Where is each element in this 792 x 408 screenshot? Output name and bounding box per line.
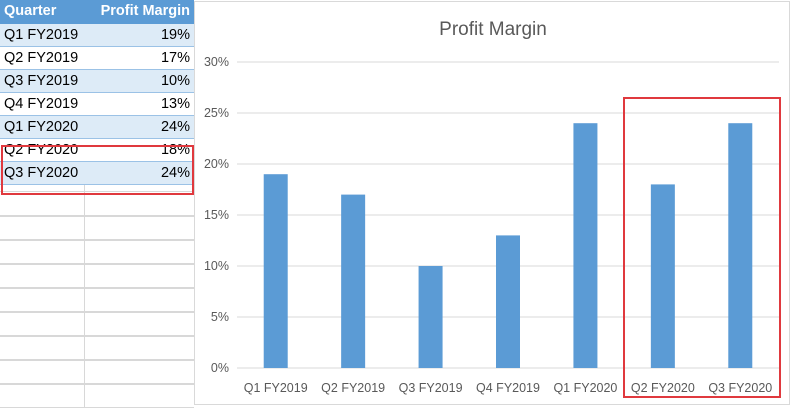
cell-quarter[interactable]: Q1 FY2019 bbox=[0, 23, 84, 47]
cell-profit-margin[interactable]: 19% bbox=[84, 23, 194, 47]
x-tick-label: Q3 FY2019 bbox=[399, 381, 463, 395]
table-row: Q3 FY2020 24% bbox=[0, 161, 194, 185]
bar-q3-fy2019[interactable] bbox=[418, 266, 443, 368]
bar-chart: Profit Margin 0% 5% 10% 15% 20% 25% 30% Q1 FY2… bbox=[204, 19, 781, 398]
cell-profit-margin[interactable]: 24% bbox=[84, 115, 194, 139]
y-tick-label: 25% bbox=[204, 106, 229, 120]
y-tick-label: 15% bbox=[204, 208, 229, 222]
bar-q2-fy2019[interactable] bbox=[341, 194, 366, 368]
table-row: Q3 FY2019 10% bbox=[0, 69, 194, 93]
table-row: Q1 FY2020 24% bbox=[0, 115, 194, 139]
x-axis-labels: Q1 FY2019 Q2 FY2019 Q3 FY2019 Q4 FY2019 Q1 F… bbox=[244, 381, 773, 395]
table-row: Q2 FY2019 17% bbox=[0, 46, 194, 70]
cell-profit-margin[interactable]: 13% bbox=[84, 92, 194, 116]
x-tick-label: Q2 FY2020 bbox=[631, 381, 695, 395]
y-tick-label: 30% bbox=[204, 55, 229, 69]
cell-quarter[interactable]: Q3 FY2020 bbox=[0, 161, 84, 185]
x-tick-label: Q2 FY2019 bbox=[321, 381, 385, 395]
y-tick-label: 10% bbox=[204, 259, 229, 273]
table-row: Q4 FY2019 13% bbox=[0, 92, 194, 116]
bar-q1-fy2019[interactable] bbox=[263, 174, 288, 368]
x-tick-label: Q4 FY2019 bbox=[476, 381, 540, 395]
bar-q3-fy2020[interactable] bbox=[728, 123, 753, 368]
y-tick-label: 5% bbox=[211, 310, 229, 324]
cell-quarter[interactable]: Q4 FY2019 bbox=[0, 92, 84, 116]
chart-title: Profit Margin bbox=[439, 19, 547, 40]
bar-q2-fy2020[interactable] bbox=[650, 184, 675, 368]
header-quarter[interactable]: Quarter bbox=[0, 0, 84, 24]
x-tick-label: Q1 FY2019 bbox=[244, 381, 308, 395]
cell-profit-margin[interactable]: 18% bbox=[84, 138, 194, 162]
cell-profit-margin[interactable]: 17% bbox=[84, 46, 194, 70]
bar-q4-fy2019[interactable] bbox=[496, 235, 520, 368]
x-tick-label: Q3 FY2020 bbox=[708, 381, 772, 395]
y-tick-label: 0% bbox=[211, 361, 229, 375]
cell-quarter[interactable]: Q2 FY2020 bbox=[0, 138, 84, 162]
cell-profit-margin[interactable]: 24% bbox=[84, 161, 194, 185]
cell-quarter[interactable]: Q1 FY2020 bbox=[0, 115, 84, 139]
y-axis-labels: 0% 5% 10% 15% 20% 25% 30% bbox=[204, 55, 229, 375]
bar-q1-fy2020[interactable] bbox=[573, 123, 598, 368]
cell-quarter[interactable]: Q2 FY2019 bbox=[0, 46, 84, 70]
cell-profit-margin[interactable]: 10% bbox=[84, 69, 194, 93]
chart-area[interactable]: Profit Margin 0% 5% 10% 15% 20% 25% 30% Q1 FY2… bbox=[194, 1, 790, 405]
empty-grid-cells[interactable] bbox=[0, 193, 194, 408]
chart-highlight-box bbox=[623, 97, 781, 398]
spreadsheet-area: Quarter Profit Margin Q1 FY2019 19% Q2 F… bbox=[0, 0, 194, 408]
table-header-row: Quarter Profit Margin bbox=[0, 0, 194, 24]
x-tick-label: Q1 FY2020 bbox=[553, 381, 617, 395]
header-profit-margin[interactable]: Profit Margin bbox=[84, 0, 194, 24]
cell-quarter[interactable]: Q3 FY2019 bbox=[0, 69, 84, 93]
table-row: Q1 FY2019 19% bbox=[0, 23, 194, 47]
table-row: Q2 FY2020 18% bbox=[0, 138, 194, 162]
data-table: Quarter Profit Margin Q1 FY2019 19% Q2 F… bbox=[0, 0, 194, 185]
bars bbox=[263, 123, 753, 368]
gridlines bbox=[237, 61, 779, 369]
y-tick-label: 20% bbox=[204, 157, 229, 171]
